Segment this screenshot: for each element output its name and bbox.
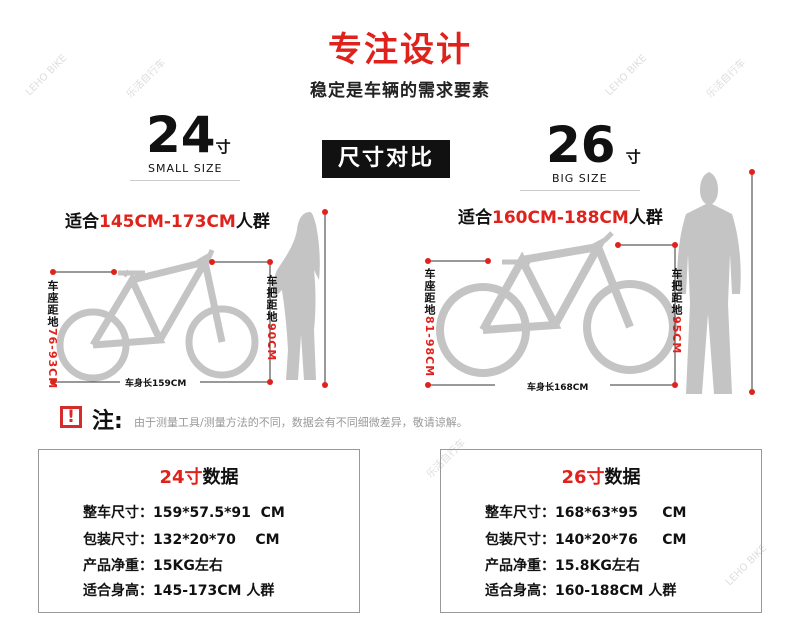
small-body-length: 车身长159CM xyxy=(122,376,190,389)
spec-row: 包装尺寸：132*20*70 CM xyxy=(83,532,280,548)
note-text: 由于测量工具/测量方法的不同，数据会有不同细微差异，敬请谅解。 xyxy=(134,416,468,429)
large-size-number: 26 xyxy=(546,116,616,174)
small-size-number: 24 xyxy=(146,106,216,164)
large-bar-height: 车把距地95CM xyxy=(670,268,683,355)
spec-row: 包装尺寸：140*20*76 CM xyxy=(485,532,687,548)
large-size-label: BIG SIZE xyxy=(552,172,608,185)
large-bike xyxy=(436,231,677,377)
spec-card-title: 24寸数据 xyxy=(159,467,239,488)
large-body-length: 车身长168CM xyxy=(524,380,592,393)
spec-row: 产品净重：15KG左右 xyxy=(83,558,223,574)
spec-row: 整车尺寸：168*63*95 CM xyxy=(485,505,687,521)
divider xyxy=(520,190,640,191)
small-size-unit: 寸 xyxy=(215,138,231,156)
spec-row: 产品净重：15.8KG左右 xyxy=(485,558,640,574)
large-fit-range: 适合160CM-188CM人群 xyxy=(458,208,663,228)
exclamation-icon: ! xyxy=(60,406,82,428)
large-size-unit: 寸 xyxy=(625,148,641,166)
small-bike xyxy=(56,249,259,382)
man-silhouette xyxy=(677,172,741,394)
page-title: 专注设计 xyxy=(328,30,472,70)
small-size-heading: 24寸 xyxy=(146,110,231,160)
spec-row: 整车尺寸：159*57.5*91 CM xyxy=(83,505,285,521)
woman-silhouette xyxy=(272,212,320,380)
small-fit-range: 适合145CM-173CM人群 xyxy=(65,212,270,232)
spec-card-title: 26寸数据 xyxy=(561,467,641,488)
divider xyxy=(130,180,240,181)
small-seat-height: 车座距地76-93CM xyxy=(46,280,59,390)
note-label: 注: xyxy=(92,409,123,434)
bike-illustration xyxy=(50,169,755,395)
spec-row: 适合身高：160-188CM 人群 xyxy=(485,583,677,599)
measure-dots xyxy=(50,169,755,395)
measure-lines xyxy=(53,172,753,392)
compare-badge: 尺寸对比 xyxy=(322,140,450,178)
small-size-label: SMALL SIZE xyxy=(148,162,223,175)
page-subtitle: 稳定是车辆的需求要素 xyxy=(310,81,490,101)
spec-card-24: 24寸数据 整车尺寸：159*57.5*91 CM 包装尺寸：132*20*70… xyxy=(38,449,360,613)
large-seat-height: 车座距地81-98CM xyxy=(423,268,436,378)
small-bar-height: 车把距地90CM xyxy=(265,275,278,362)
spec-row: 适合身高：145-173CM 人群 xyxy=(83,583,275,599)
spec-card-26: 26寸数据 整车尺寸：168*63*95 CM 包装尺寸：140*20*76 C… xyxy=(440,449,762,613)
large-size-heading: 26 寸 xyxy=(546,120,641,170)
